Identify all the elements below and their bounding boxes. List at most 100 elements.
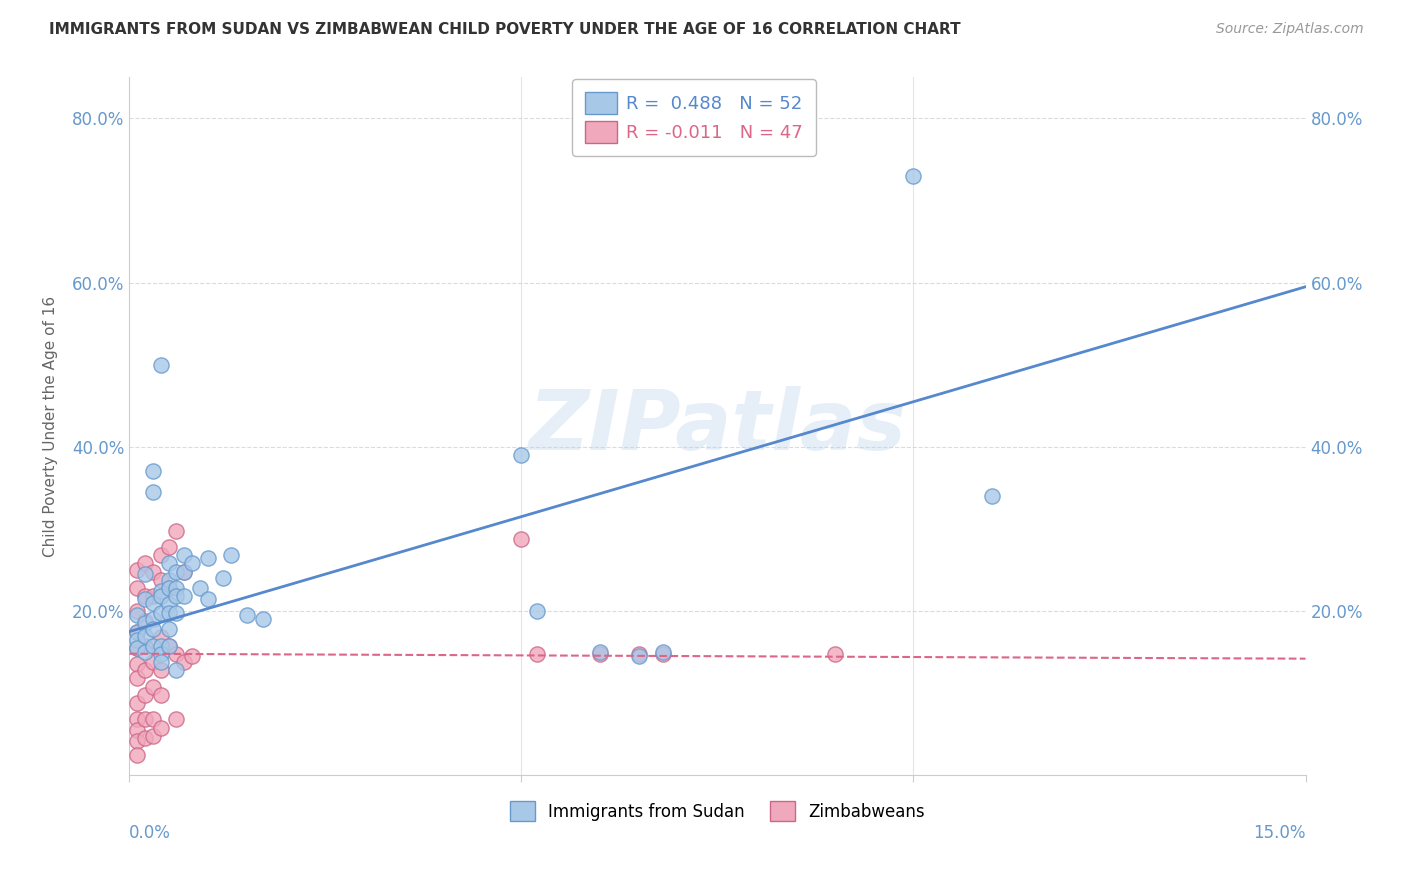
Point: [142, 589, 165, 603]
Point: [173, 565, 195, 579]
Point: [149, 639, 172, 653]
Point: [165, 647, 187, 661]
Point: [134, 663, 156, 677]
Point: [212, 571, 235, 585]
Point: [510, 448, 533, 462]
Point: [127, 640, 149, 655]
Point: [142, 485, 165, 500]
Point: [149, 647, 172, 661]
Point: [651, 647, 673, 661]
Point: [165, 663, 187, 677]
Point: [181, 557, 204, 571]
Point: [157, 557, 180, 571]
Point: [173, 565, 195, 579]
Point: [134, 731, 156, 746]
Point: [980, 489, 1002, 503]
Point: [127, 604, 149, 618]
Point: [157, 573, 180, 587]
Point: [628, 649, 651, 664]
Point: [651, 645, 673, 659]
Point: [157, 540, 180, 554]
Point: [134, 589, 156, 603]
Point: [157, 622, 180, 636]
Point: [149, 721, 172, 735]
Point: [142, 713, 165, 727]
Point: [165, 589, 187, 603]
Point: [157, 639, 180, 653]
Point: [165, 713, 187, 727]
Point: [127, 672, 149, 686]
Point: [197, 591, 219, 606]
Text: 0.0%: 0.0%: [129, 824, 172, 842]
Point: [142, 596, 165, 610]
Point: [134, 567, 156, 582]
Point: [157, 606, 180, 620]
Point: [127, 563, 149, 577]
Point: [157, 581, 180, 595]
Point: [197, 550, 219, 565]
Point: [127, 581, 149, 595]
Point: [127, 657, 149, 672]
Point: [173, 589, 195, 603]
Point: [142, 465, 165, 479]
Point: [165, 606, 187, 620]
Point: [157, 581, 180, 595]
Point: [252, 612, 274, 626]
Point: [188, 581, 211, 595]
Point: [589, 645, 612, 659]
Point: [127, 696, 149, 710]
Point: [157, 598, 180, 612]
Text: ZIPatlas: ZIPatlas: [529, 386, 907, 467]
Point: [221, 548, 243, 562]
Point: [149, 663, 172, 677]
Point: [526, 604, 548, 618]
Point: [149, 573, 172, 587]
Point: [134, 688, 156, 702]
Point: [127, 640, 149, 655]
Point: [127, 632, 149, 647]
Point: [157, 639, 180, 653]
Point: [149, 630, 172, 644]
Point: [165, 524, 187, 538]
Point: [824, 647, 846, 661]
Point: [127, 723, 149, 737]
Point: [165, 581, 187, 595]
Point: [127, 624, 149, 639]
Point: [142, 622, 165, 636]
Point: [134, 629, 156, 643]
Text: IMMIGRANTS FROM SUDAN VS ZIMBABWEAN CHILD POVERTY UNDER THE AGE OF 16 CORRELATIO: IMMIGRANTS FROM SUDAN VS ZIMBABWEAN CHIL…: [49, 22, 960, 37]
Point: [149, 589, 172, 603]
Point: [134, 639, 156, 653]
Point: [142, 655, 165, 669]
Point: [134, 713, 156, 727]
Point: [628, 647, 651, 661]
Point: [134, 557, 156, 571]
Point: [127, 747, 149, 762]
Point: [142, 639, 165, 653]
Point: [134, 614, 156, 628]
Point: [134, 645, 156, 659]
Point: [149, 358, 172, 372]
Point: [127, 733, 149, 747]
Point: [127, 608, 149, 623]
Point: [142, 612, 165, 626]
Point: [149, 606, 172, 620]
Point: [127, 713, 149, 727]
Point: [173, 655, 195, 669]
Y-axis label: Child Poverty Under the Age of 16: Child Poverty Under the Age of 16: [44, 296, 58, 557]
Point: [142, 729, 165, 743]
Point: [181, 649, 204, 664]
Point: [903, 169, 925, 183]
Point: [173, 548, 195, 562]
Legend: Immigrants from Sudan, Zimbabweans: Immigrants from Sudan, Zimbabweans: [502, 793, 934, 830]
Point: [149, 548, 172, 562]
Point: [526, 647, 548, 661]
Point: [134, 591, 156, 606]
Point: [127, 624, 149, 639]
Point: [134, 616, 156, 631]
Point: [149, 583, 172, 598]
Point: [589, 647, 612, 661]
Text: Source: ZipAtlas.com: Source: ZipAtlas.com: [1216, 22, 1364, 37]
Point: [165, 565, 187, 579]
Point: [149, 655, 172, 669]
